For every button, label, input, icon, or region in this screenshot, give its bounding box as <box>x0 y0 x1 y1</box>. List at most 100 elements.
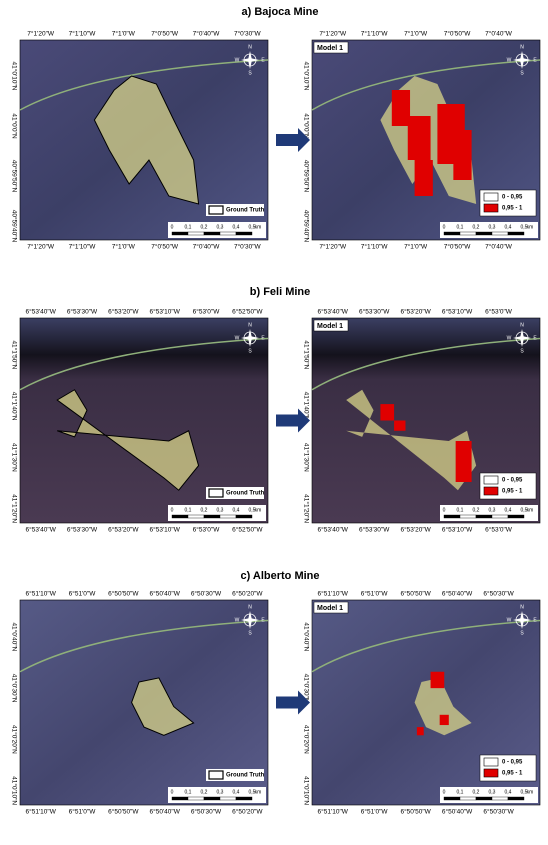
y-coordinate-label: 41°1'20"N <box>10 494 18 523</box>
prediction-area <box>453 130 471 180</box>
x-coordinate-label: 6°50'20"W <box>232 808 263 816</box>
model-label: Model 1 <box>317 323 343 330</box>
scale-bar-segment <box>220 797 236 800</box>
x-coordinate-label: 7°1'10"W <box>361 30 389 38</box>
scale-bar-label: km <box>255 224 262 230</box>
prediction-area <box>408 116 431 160</box>
x-coordinate-label: 6°51'0"W <box>361 808 389 816</box>
scale-bar-label: 0 <box>443 224 446 230</box>
x-coordinate-label: 7°0'30"W <box>234 243 262 251</box>
compass-letter: W <box>235 57 240 63</box>
scale-bar-label: 0,1 <box>185 507 192 513</box>
scale-bar-segment <box>460 797 476 800</box>
x-coordinate-label: 6°53'10"W <box>149 526 180 534</box>
legend-swatch <box>484 758 498 766</box>
scale-bar-label: 0,3 <box>217 789 224 795</box>
scale-bar-label: 0,4 <box>505 789 512 795</box>
prediction-area <box>392 90 410 126</box>
legend-swatch <box>209 206 223 214</box>
x-coordinate-label: 6°50'40"W <box>442 590 473 598</box>
x-coordinate-label: 7°1'20"W <box>27 243 55 251</box>
x-coordinate-label: 6°51'0"W <box>69 590 97 598</box>
scale-bar-segment <box>204 515 220 518</box>
x-coordinate-label: 6°50'50"W <box>108 808 139 816</box>
scale-bar-segment <box>172 797 188 800</box>
legend-label: 0,95 - 1 <box>502 489 523 495</box>
x-coordinate-label: 6°53'20"W <box>108 526 139 534</box>
scale-bar-segment <box>492 232 508 235</box>
scale-bar-segment <box>220 232 236 235</box>
scale-bar-segment <box>460 232 476 235</box>
x-coordinate-label: 6°50'40"W <box>149 590 180 598</box>
x-coordinate-label: 6°53'20"W <box>400 526 431 534</box>
x-coordinate-label: 6°50'20"W <box>232 590 263 598</box>
scale-bar-label: km <box>527 507 534 513</box>
x-coordinate-label: 6°50'50"W <box>108 590 139 598</box>
scale-bar-label: 0,3 <box>217 224 224 230</box>
x-coordinate-label: 7°0'40"W <box>193 30 221 38</box>
prediction-area <box>440 715 449 725</box>
x-coordinate-label: 6°53'40"W <box>25 526 56 534</box>
scale-bar-segment <box>236 515 252 518</box>
compass-letter: W <box>507 57 512 63</box>
scale-bar-label: 0 <box>443 789 446 795</box>
x-coordinate-label: 7°1'0"W <box>112 30 136 38</box>
scale-bar-label: 0,1 <box>457 789 464 795</box>
y-coordinate-label: 40°59'40"N <box>10 210 18 243</box>
scale-bar-segment <box>476 232 492 235</box>
x-coordinate-label: 6°53'10"W <box>149 308 180 316</box>
scale-bar-segment <box>508 232 524 235</box>
scale-bar-label: 0,1 <box>457 224 464 230</box>
x-coordinate-label: 6°53'40"W <box>318 308 349 316</box>
scale-bar-segment <box>236 232 252 235</box>
x-coordinate-label: 6°50'30"W <box>483 808 514 816</box>
scale-bar-segment <box>460 515 476 518</box>
x-coordinate-label: 7°1'0"W <box>112 243 136 251</box>
scale-bar-segment <box>204 232 220 235</box>
y-coordinate-label: 41°0'0"N <box>10 113 18 139</box>
scale-bar-label: 0,1 <box>457 507 464 513</box>
scale-bar-segment <box>508 797 524 800</box>
scale-bar-label: 0,2 <box>201 507 208 513</box>
scale-bar-segment <box>492 797 508 800</box>
scale-bar-label: km <box>527 224 534 230</box>
scale-bar-segment <box>444 232 460 235</box>
y-coordinate-label: 40°59'50"N <box>302 160 310 193</box>
x-coordinate-label: 6°53'30"W <box>359 526 390 534</box>
legend-label: Ground Truth <box>226 773 265 779</box>
y-coordinate-label: 41°1'50"N <box>10 340 18 369</box>
scale-bar-label: 0,2 <box>473 507 480 513</box>
x-coordinate-label: 6°53'30"W <box>67 308 98 316</box>
prediction-area <box>417 727 424 735</box>
y-coordinate-label: 41°0'20"N <box>302 725 310 754</box>
y-coordinate-label: 41°1'40"N <box>10 392 18 421</box>
legend-label: 0 - 0,95 <box>502 478 523 484</box>
scale-bar-segment <box>188 515 204 518</box>
x-coordinate-label: 6°53'30"W <box>359 308 390 316</box>
prediction-area <box>431 672 445 688</box>
x-coordinate-label: 6°53'20"W <box>108 308 139 316</box>
scale-bar-label: 0 <box>443 507 446 513</box>
prediction-area <box>456 441 472 482</box>
x-coordinate-label: 7°1'20"W <box>319 243 347 251</box>
y-coordinate-label: 41°0'10"N <box>302 776 310 805</box>
scale-bar-segment <box>444 797 460 800</box>
scale-bar-segment <box>508 515 524 518</box>
x-coordinate-label: 6°50'30"W <box>483 590 514 598</box>
x-coordinate-label: 7°1'20"W <box>319 30 347 38</box>
x-coordinate-label: 6°51'10"W <box>25 590 56 598</box>
legend-swatch <box>484 193 498 201</box>
scale-bar-segment <box>476 515 492 518</box>
scale-bar-label: km <box>255 789 262 795</box>
scale-bar-label: 0,4 <box>505 224 512 230</box>
scale-bar-label: 0 <box>171 507 174 513</box>
scale-bar-label: 0,1 <box>185 789 192 795</box>
x-coordinate-label: 7°0'40"W <box>193 243 221 251</box>
x-coordinate-label: 7°0'50"W <box>151 30 179 38</box>
x-coordinate-label: 6°53'0"W <box>193 308 221 316</box>
scale-bar-label: km <box>255 507 262 513</box>
legend-swatch <box>209 771 223 779</box>
panel-title: a) Bajoca Mine <box>241 6 318 18</box>
y-coordinate-label: 41°0'40"N <box>302 622 310 651</box>
scale-bar-segment <box>188 232 204 235</box>
